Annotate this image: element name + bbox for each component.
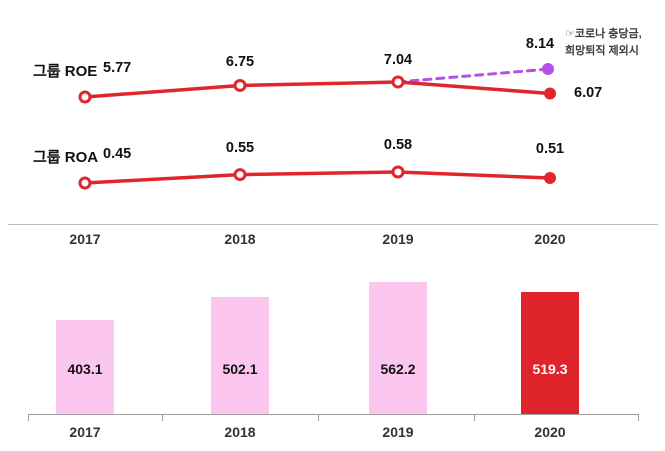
roe-value-2020: 6.07 (574, 85, 603, 101)
roa-series-label: 그룹 ROA (33, 149, 99, 166)
bar-axis-year-2018: 2018 (224, 424, 256, 440)
pointing-finger-icon: ☞ (565, 28, 575, 40)
annotation-note: ☞코로나 충당금, 희망퇴직 제외시 (565, 26, 663, 60)
axis-tick (162, 414, 163, 421)
roe-value-2018: 6.75 (225, 54, 255, 70)
axis-tick (638, 414, 639, 421)
roa-value-2018: 0.55 (225, 140, 255, 156)
bar-value-2018: 502.1 (222, 361, 258, 377)
section-divider (8, 224, 658, 225)
bar-value-2020: 519.3 (532, 361, 568, 377)
axis-tick (318, 414, 319, 421)
bar-2019 (369, 282, 427, 415)
bar-value-2017: 403.1 (67, 361, 103, 377)
annotation-text-1: 코로나 충당금, (574, 28, 642, 40)
roe-extension-value: 8.14 (525, 36, 555, 52)
line-axis-year-2020: 2020 (534, 231, 566, 247)
roe-series-label: 그룹 ROE (33, 63, 98, 80)
bar-axis-line (28, 414, 639, 415)
bar-2017 (56, 319, 114, 415)
axis-tick (28, 414, 29, 421)
bar-axis-year-2019: 2019 (382, 424, 414, 440)
roa-value-2020: 0.51 (535, 141, 565, 157)
annotation-line-2: 희망퇴직 제외시 (565, 45, 639, 57)
bar-2020 (521, 292, 579, 415)
bar-axis-year-2017: 2017 (69, 424, 101, 440)
roa-value-2017: 0.45 (103, 146, 132, 162)
roa-value-2019: 0.58 (383, 137, 413, 153)
roe-value-2017: 5.77 (103, 60, 132, 76)
line-axis-year-2019: 2019 (382, 231, 414, 247)
axis-tick (474, 414, 475, 421)
bar-value-2019: 562.2 (380, 361, 416, 377)
bar-axis-year-2020: 2020 (534, 424, 566, 440)
line-axis-year-2018: 2018 (224, 231, 256, 247)
bar-2018 (211, 296, 269, 415)
roe-value-2019: 7.04 (383, 52, 413, 68)
line-axis-year-2017: 2017 (69, 231, 101, 247)
annotation-line-1: ☞코로나 충당금, (565, 26, 663, 43)
